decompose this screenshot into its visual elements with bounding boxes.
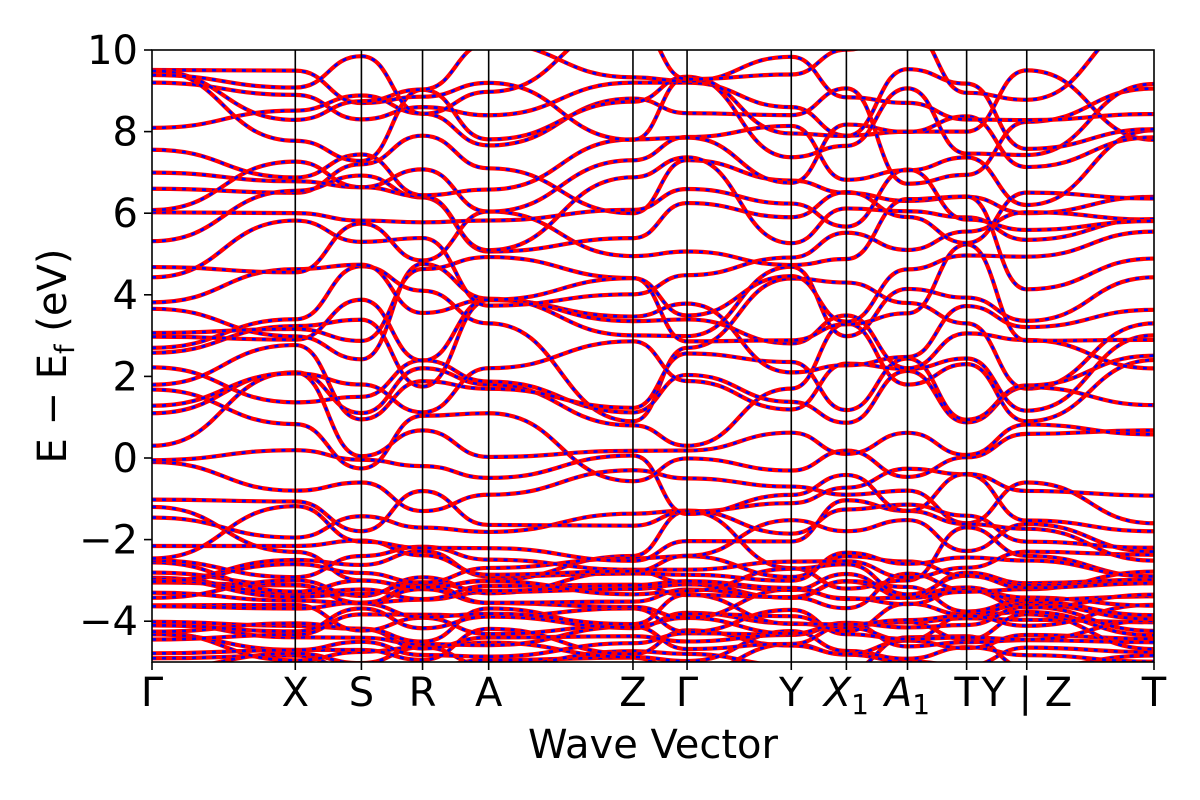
x-tick-label: T: [1141, 670, 1167, 716]
y-tick-label: 4: [113, 273, 138, 319]
y-tick-label: 8: [113, 110, 138, 156]
band-extra-39-model: [152, 174, 1154, 253]
band-1-model: [152, 264, 1154, 423]
x-tick-label-main: T: [953, 670, 979, 716]
band-extra-48-model: [152, 50, 1100, 116]
band-extra-17-model: [152, 571, 1154, 601]
x-tick-label: Z: [619, 670, 646, 716]
x-tick-label-main: S: [349, 670, 374, 716]
band-0-model: [152, 322, 1154, 448]
y-axis-label-subscript: f: [50, 343, 81, 354]
band-extra-37-model: [152, 210, 1154, 307]
x-tick-label: Γ: [676, 670, 699, 716]
x-tick-label: X: [282, 670, 309, 716]
x-tick-label: Γ: [141, 670, 164, 716]
x-tick-label-main: A: [882, 670, 912, 716]
x-tick-label: Y: [778, 670, 804, 716]
x-axis-label: Wave Vector: [528, 722, 779, 768]
band-extra-38-model: [152, 195, 1154, 291]
y-axis-label-unit: (eV): [30, 249, 76, 345]
x-tick-label-main: X: [822, 670, 853, 716]
x-tick-label: X1: [822, 670, 869, 721]
band-extra-36-model: [152, 230, 1154, 324]
x-tick-label-main: Γ: [676, 670, 699, 716]
x-tick-label: T: [953, 670, 979, 716]
x-tick-label-subscript: 1: [912, 688, 930, 721]
x-tick-label-main: Y | Z: [980, 670, 1072, 716]
band-extra-31-model: [152, 334, 1154, 414]
y-axis: 10 8 6 4 2 0 −2 −4: [79, 28, 152, 645]
x-tick-label: A: [475, 670, 503, 716]
band-extra-20-model: [152, 549, 1154, 583]
x-tick-label: Y | Z: [980, 670, 1072, 716]
band-extra-46-model: [152, 67, 1154, 151]
band-extra-33-model: [152, 297, 1154, 370]
band-extra-24-model: [152, 503, 1154, 550]
y-axis-label: E − Ef (eV): [30, 249, 81, 464]
kpoint-separators: [294, 50, 1028, 662]
x-tick-label-main: Y: [778, 670, 804, 716]
x-tick-label-subscript: 1: [851, 688, 869, 721]
x-tick-label-main: R: [409, 670, 437, 716]
band-extra-8-model: [152, 607, 1154, 641]
y-tick-label: 10: [87, 28, 138, 74]
plot-frame: [151, 49, 1155, 663]
band-5-model: [152, 69, 1154, 142]
x-tick-label-main: A: [475, 670, 503, 716]
band-extra-5-model: [152, 616, 1154, 651]
x-tick-label: S: [349, 670, 374, 716]
band-extra-27-model: [152, 388, 1154, 483]
y-tick-label: −2: [79, 518, 138, 564]
x-tick-label-main: X: [282, 670, 309, 716]
y-tick-label: −4: [79, 599, 138, 645]
band-extra-23-model: [152, 498, 1154, 563]
x-tick-label: R: [409, 670, 437, 716]
y-tick-label: 2: [113, 354, 138, 400]
x-tick-label-main: Γ: [141, 670, 164, 716]
y-tick-label: 0: [113, 436, 138, 482]
x-tick-label: A1: [882, 670, 930, 721]
band-extra-25-model: [152, 467, 1154, 533]
x-tick-label-main: T: [1141, 670, 1167, 716]
y-axis-label-main: E − E: [30, 354, 76, 464]
y-tick-label: 6: [113, 191, 138, 237]
x-tick-label-main: Z: [619, 670, 646, 716]
